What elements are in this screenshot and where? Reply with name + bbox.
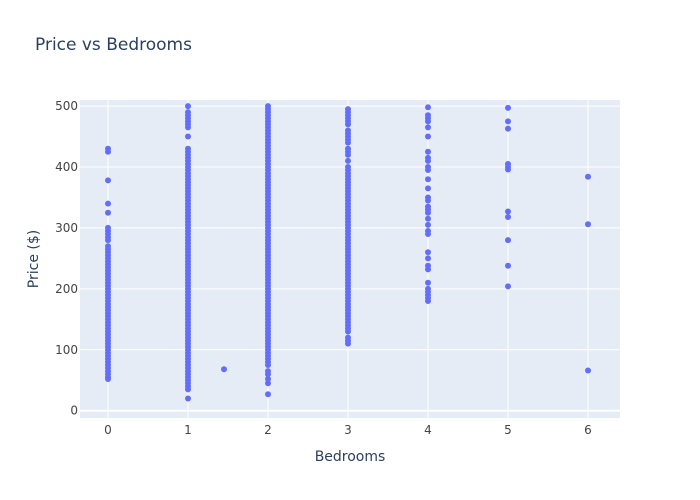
data-point xyxy=(345,127,351,134)
data-point xyxy=(505,104,511,111)
data-point xyxy=(185,145,191,152)
y-tick-label: 0 xyxy=(70,404,78,418)
data-point xyxy=(105,145,111,152)
data-point xyxy=(345,334,351,341)
data-point xyxy=(505,283,511,290)
data-point xyxy=(425,194,431,201)
data-point xyxy=(505,118,511,125)
data-point xyxy=(505,237,511,244)
data-point xyxy=(425,133,431,140)
data-point xyxy=(425,262,431,269)
y-tick-label: 300 xyxy=(55,221,78,235)
y-tick-label: 100 xyxy=(55,343,78,357)
data-point xyxy=(105,177,111,184)
data-point xyxy=(505,125,511,132)
data-point xyxy=(425,164,431,171)
x-tick-label: 5 xyxy=(504,423,512,437)
data-point xyxy=(345,157,351,164)
x-axis-title: Bedrooms xyxy=(315,449,386,465)
y-axis-ticks: 0 100 200 300 400 500 xyxy=(55,99,78,418)
data-point xyxy=(345,164,351,171)
data-point xyxy=(265,391,271,398)
data-point xyxy=(425,221,431,228)
data-point xyxy=(425,176,431,183)
data-point xyxy=(265,380,271,387)
data-point xyxy=(185,395,191,402)
data-point xyxy=(505,262,511,269)
x-tick-label: 0 xyxy=(104,423,112,437)
data-point xyxy=(425,285,431,292)
data-point xyxy=(425,227,431,234)
data-point xyxy=(505,160,511,167)
data-point xyxy=(425,112,431,119)
data-point xyxy=(345,145,351,152)
data-point xyxy=(221,366,227,373)
data-point xyxy=(185,109,191,116)
x-tick-label: 2 xyxy=(264,423,272,437)
data-points xyxy=(105,103,591,402)
x-tick-label: 6 xyxy=(584,423,592,437)
data-point xyxy=(105,200,111,207)
data-point xyxy=(265,376,271,383)
data-point xyxy=(425,124,431,131)
y-tick-label: 400 xyxy=(55,160,78,174)
data-point xyxy=(265,368,271,375)
y-tick-label: 200 xyxy=(55,282,78,296)
data-point xyxy=(425,154,431,161)
data-point xyxy=(425,215,431,222)
data-point xyxy=(265,103,271,110)
data-point xyxy=(425,279,431,286)
data-point xyxy=(425,255,431,262)
data-point xyxy=(105,209,111,216)
chart-title: Price vs Bedrooms xyxy=(35,35,192,55)
data-point xyxy=(185,103,191,110)
data-point xyxy=(425,249,431,256)
data-point xyxy=(105,243,111,250)
data-point xyxy=(585,221,591,228)
data-point xyxy=(425,104,431,111)
data-point xyxy=(185,133,191,140)
data-point xyxy=(425,185,431,192)
x-tick-label: 1 xyxy=(184,423,192,437)
x-tick-label: 3 xyxy=(344,423,352,437)
data-point xyxy=(585,173,591,180)
data-point xyxy=(105,224,111,231)
data-point xyxy=(585,367,591,374)
data-point xyxy=(505,208,511,215)
y-tick-label: 500 xyxy=(55,99,78,113)
data-point xyxy=(345,106,351,113)
data-point xyxy=(505,213,511,220)
y-axis-title: Price ($) xyxy=(26,230,42,288)
data-point xyxy=(425,148,431,155)
x-axis-ticks: 0 1 2 3 4 5 6 xyxy=(104,423,592,437)
data-point xyxy=(425,203,431,210)
x-tick-label: 4 xyxy=(424,423,432,437)
